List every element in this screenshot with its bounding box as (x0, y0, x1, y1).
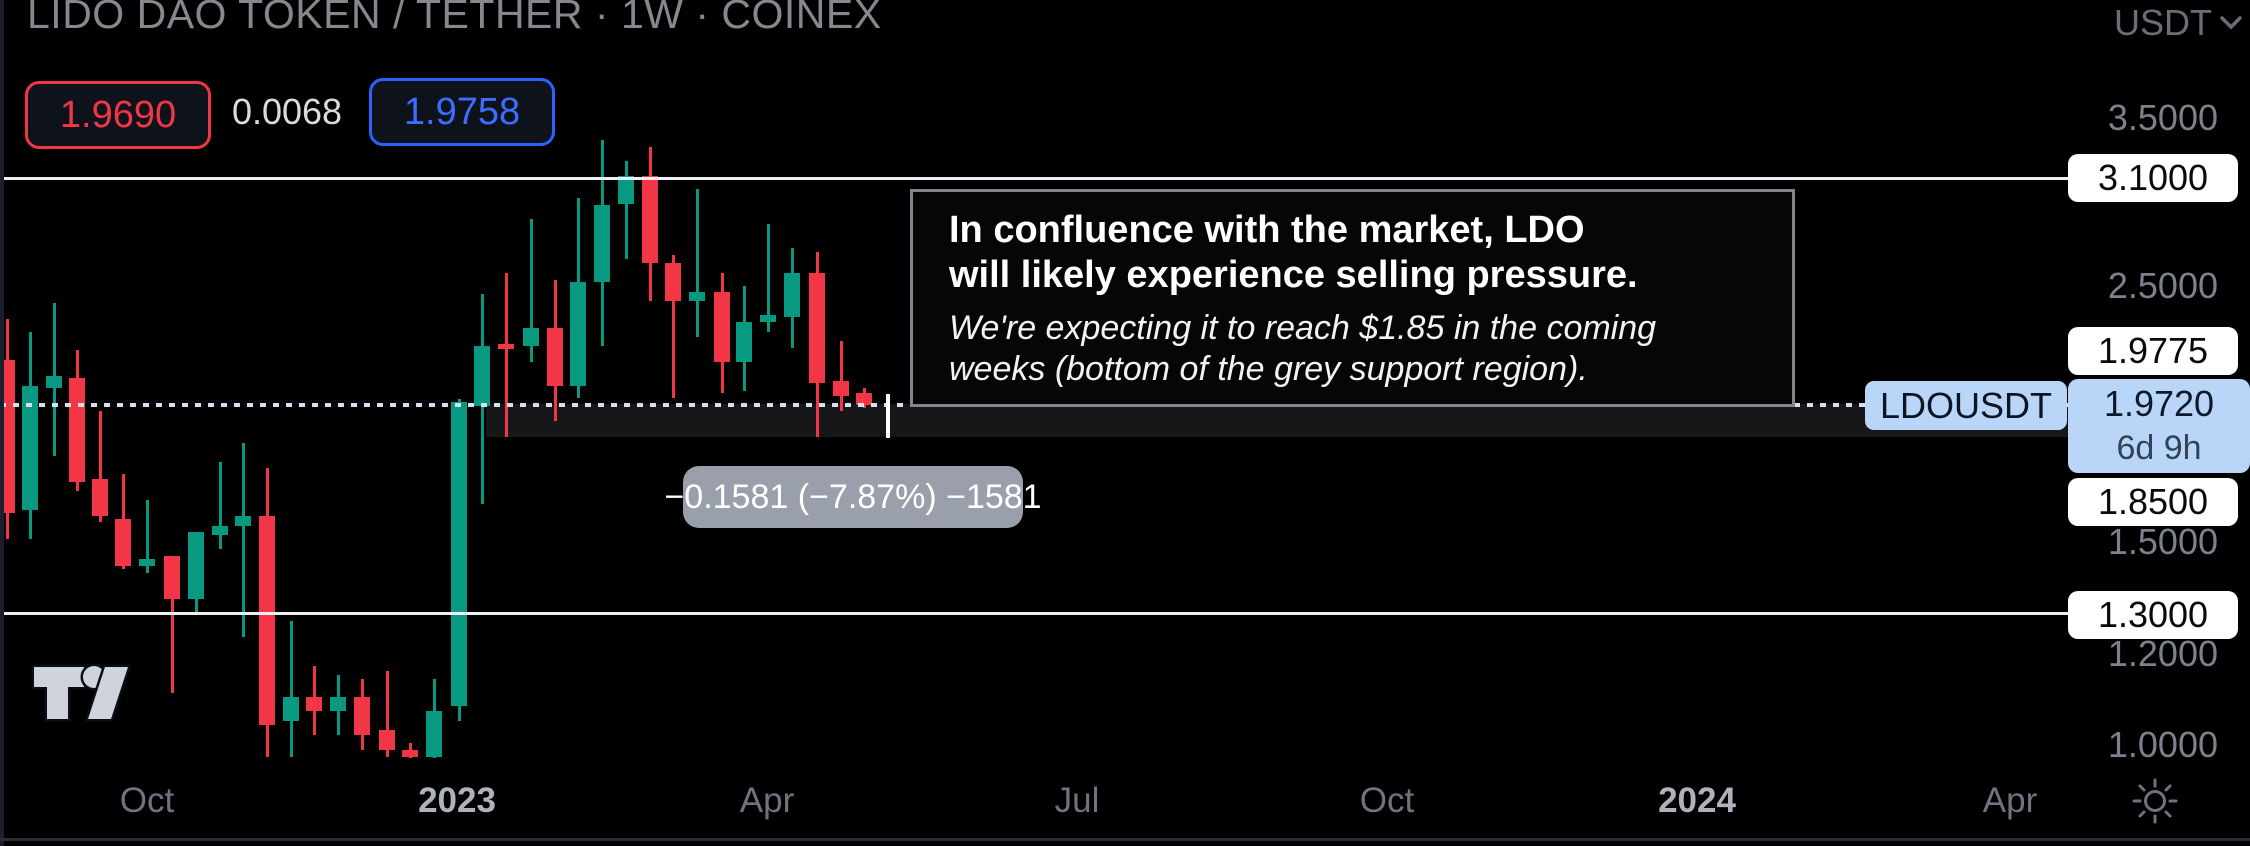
price-line-label: 1.9775 (2068, 327, 2238, 375)
candle-body (856, 393, 872, 406)
horizontal-line[interactable] (0, 177, 2070, 181)
candle-wick (385, 670, 389, 758)
candle-body (809, 272, 825, 384)
spread-value: 0.0068 (231, 91, 343, 132)
annotation-heading-line1: In confluence with the market, LDO (949, 209, 1585, 251)
candle-body (330, 697, 346, 712)
price-tick-label: 1.5000 (2107, 521, 2218, 563)
candle-body (618, 175, 634, 204)
symbol-price-tag: LDOUSDT (1865, 381, 2067, 430)
candle-wick (695, 188, 699, 337)
price-tick-label: 1.0000 (2107, 723, 2218, 765)
pane-left-border (0, 0, 4, 846)
candle-body (259, 516, 275, 726)
candle-body (283, 697, 299, 721)
measure-tool-label[interactable]: −0.1581 (−7.87%) −1581 (664, 466, 1042, 528)
candle-wick (504, 272, 508, 438)
candle-wick (529, 219, 533, 362)
price-line-label: 1.8500 (2068, 478, 2238, 526)
candle-body (306, 697, 322, 712)
chevron-down-icon (2220, 16, 2242, 30)
time-tick-label: Jul (1054, 781, 1100, 820)
candle-wick (145, 500, 149, 574)
candle-body (188, 532, 204, 599)
candle-body (22, 385, 38, 510)
pane-bottom-border (0, 838, 2250, 841)
candle-body (689, 292, 705, 301)
bar-countdown: 6d 9h (2116, 429, 2202, 467)
currency-unit-selector[interactable]: USDT (2114, 2, 2242, 44)
price-tick-label: 2.5000 (2107, 265, 2218, 307)
candle-wick (766, 224, 770, 333)
price-line-label: 3.1000 (2068, 154, 2238, 202)
candle-body (115, 519, 131, 566)
candle-body (594, 205, 610, 283)
candle-body (523, 328, 539, 346)
candle-body (164, 555, 180, 599)
crosshair-tick (886, 394, 890, 438)
candle-wick (98, 410, 102, 523)
time-tick-label: Apr (739, 781, 795, 820)
candle-body (736, 321, 752, 362)
candle-body (642, 175, 658, 263)
candle-body (235, 516, 251, 526)
price-line-label: 1.3000 (2068, 591, 2238, 639)
price-tick-label: 1.2000 (2107, 632, 2218, 674)
sell-price-value: 1.9690 (59, 93, 177, 136)
candle-wick (289, 621, 293, 758)
candle-body (69, 378, 85, 483)
horizontal-line[interactable] (0, 612, 2070, 616)
candle-body (46, 376, 62, 389)
candle-wick (839, 341, 843, 411)
candle-body (139, 559, 155, 566)
candle-body (212, 525, 228, 536)
time-tick-label: Oct (1359, 781, 1415, 820)
chart-plot-area[interactable] (0, 0, 2070, 846)
candle-body (451, 401, 467, 707)
time-tick-label: 2023 (418, 781, 496, 820)
annotation-body-line1: We're expecting it to reach $1.85 in the… (949, 309, 1657, 347)
time-tick-label: Oct (119, 781, 175, 820)
candle-body (426, 711, 442, 758)
candle-body (665, 262, 681, 301)
candle-wick (624, 161, 628, 260)
price-tick-label: 3.5000 (2107, 97, 2218, 138)
annotation-body-line2: weeks (bottom of the grey support region… (949, 350, 1588, 388)
candle-body (498, 343, 514, 349)
candle-wick (241, 442, 245, 638)
candle-body (379, 730, 395, 750)
currency-unit-label: USDT (2114, 2, 2212, 43)
candle-wick (218, 462, 222, 549)
time-tick-label: 2024 (1658, 781, 1736, 820)
symbol-price-tag-text: LDOUSDT (1879, 384, 2053, 426)
tradingview-logo[interactable] (30, 661, 132, 728)
time-tick-label: Apr (1982, 781, 2038, 820)
candle-body (714, 292, 730, 362)
current-price-label: 1.9720 6d 9h (2068, 379, 2250, 473)
candle-body (92, 479, 108, 517)
candle-body (760, 315, 776, 322)
annotation-heading-line2: will likely experience selling pressure. (949, 254, 1638, 296)
candle-body (784, 272, 800, 318)
candle-wick (671, 255, 675, 399)
buy-price-button[interactable]: 1.9758 (369, 78, 555, 146)
candle-body (402, 750, 418, 758)
sell-price-button[interactable]: 1.9690 (25, 81, 211, 149)
annotation-note[interactable]: In confluence with the market, LDO will … (910, 189, 1795, 407)
symbol-title: LIDO DAO TOKEN / TETHER · 1W · COINEX (27, 0, 882, 37)
candle-body (354, 697, 370, 736)
current-price-value: 1.9720 (2103, 383, 2215, 424)
candle-wick (170, 555, 174, 693)
buy-price-value: 1.9758 (403, 90, 521, 133)
candle-body (833, 380, 849, 396)
candle-body (570, 282, 586, 386)
candle-body (547, 328, 563, 386)
candle-body (474, 345, 490, 406)
theme-brightness-icon[interactable] (2130, 776, 2180, 831)
support-region[interactable] (486, 403, 2070, 438)
